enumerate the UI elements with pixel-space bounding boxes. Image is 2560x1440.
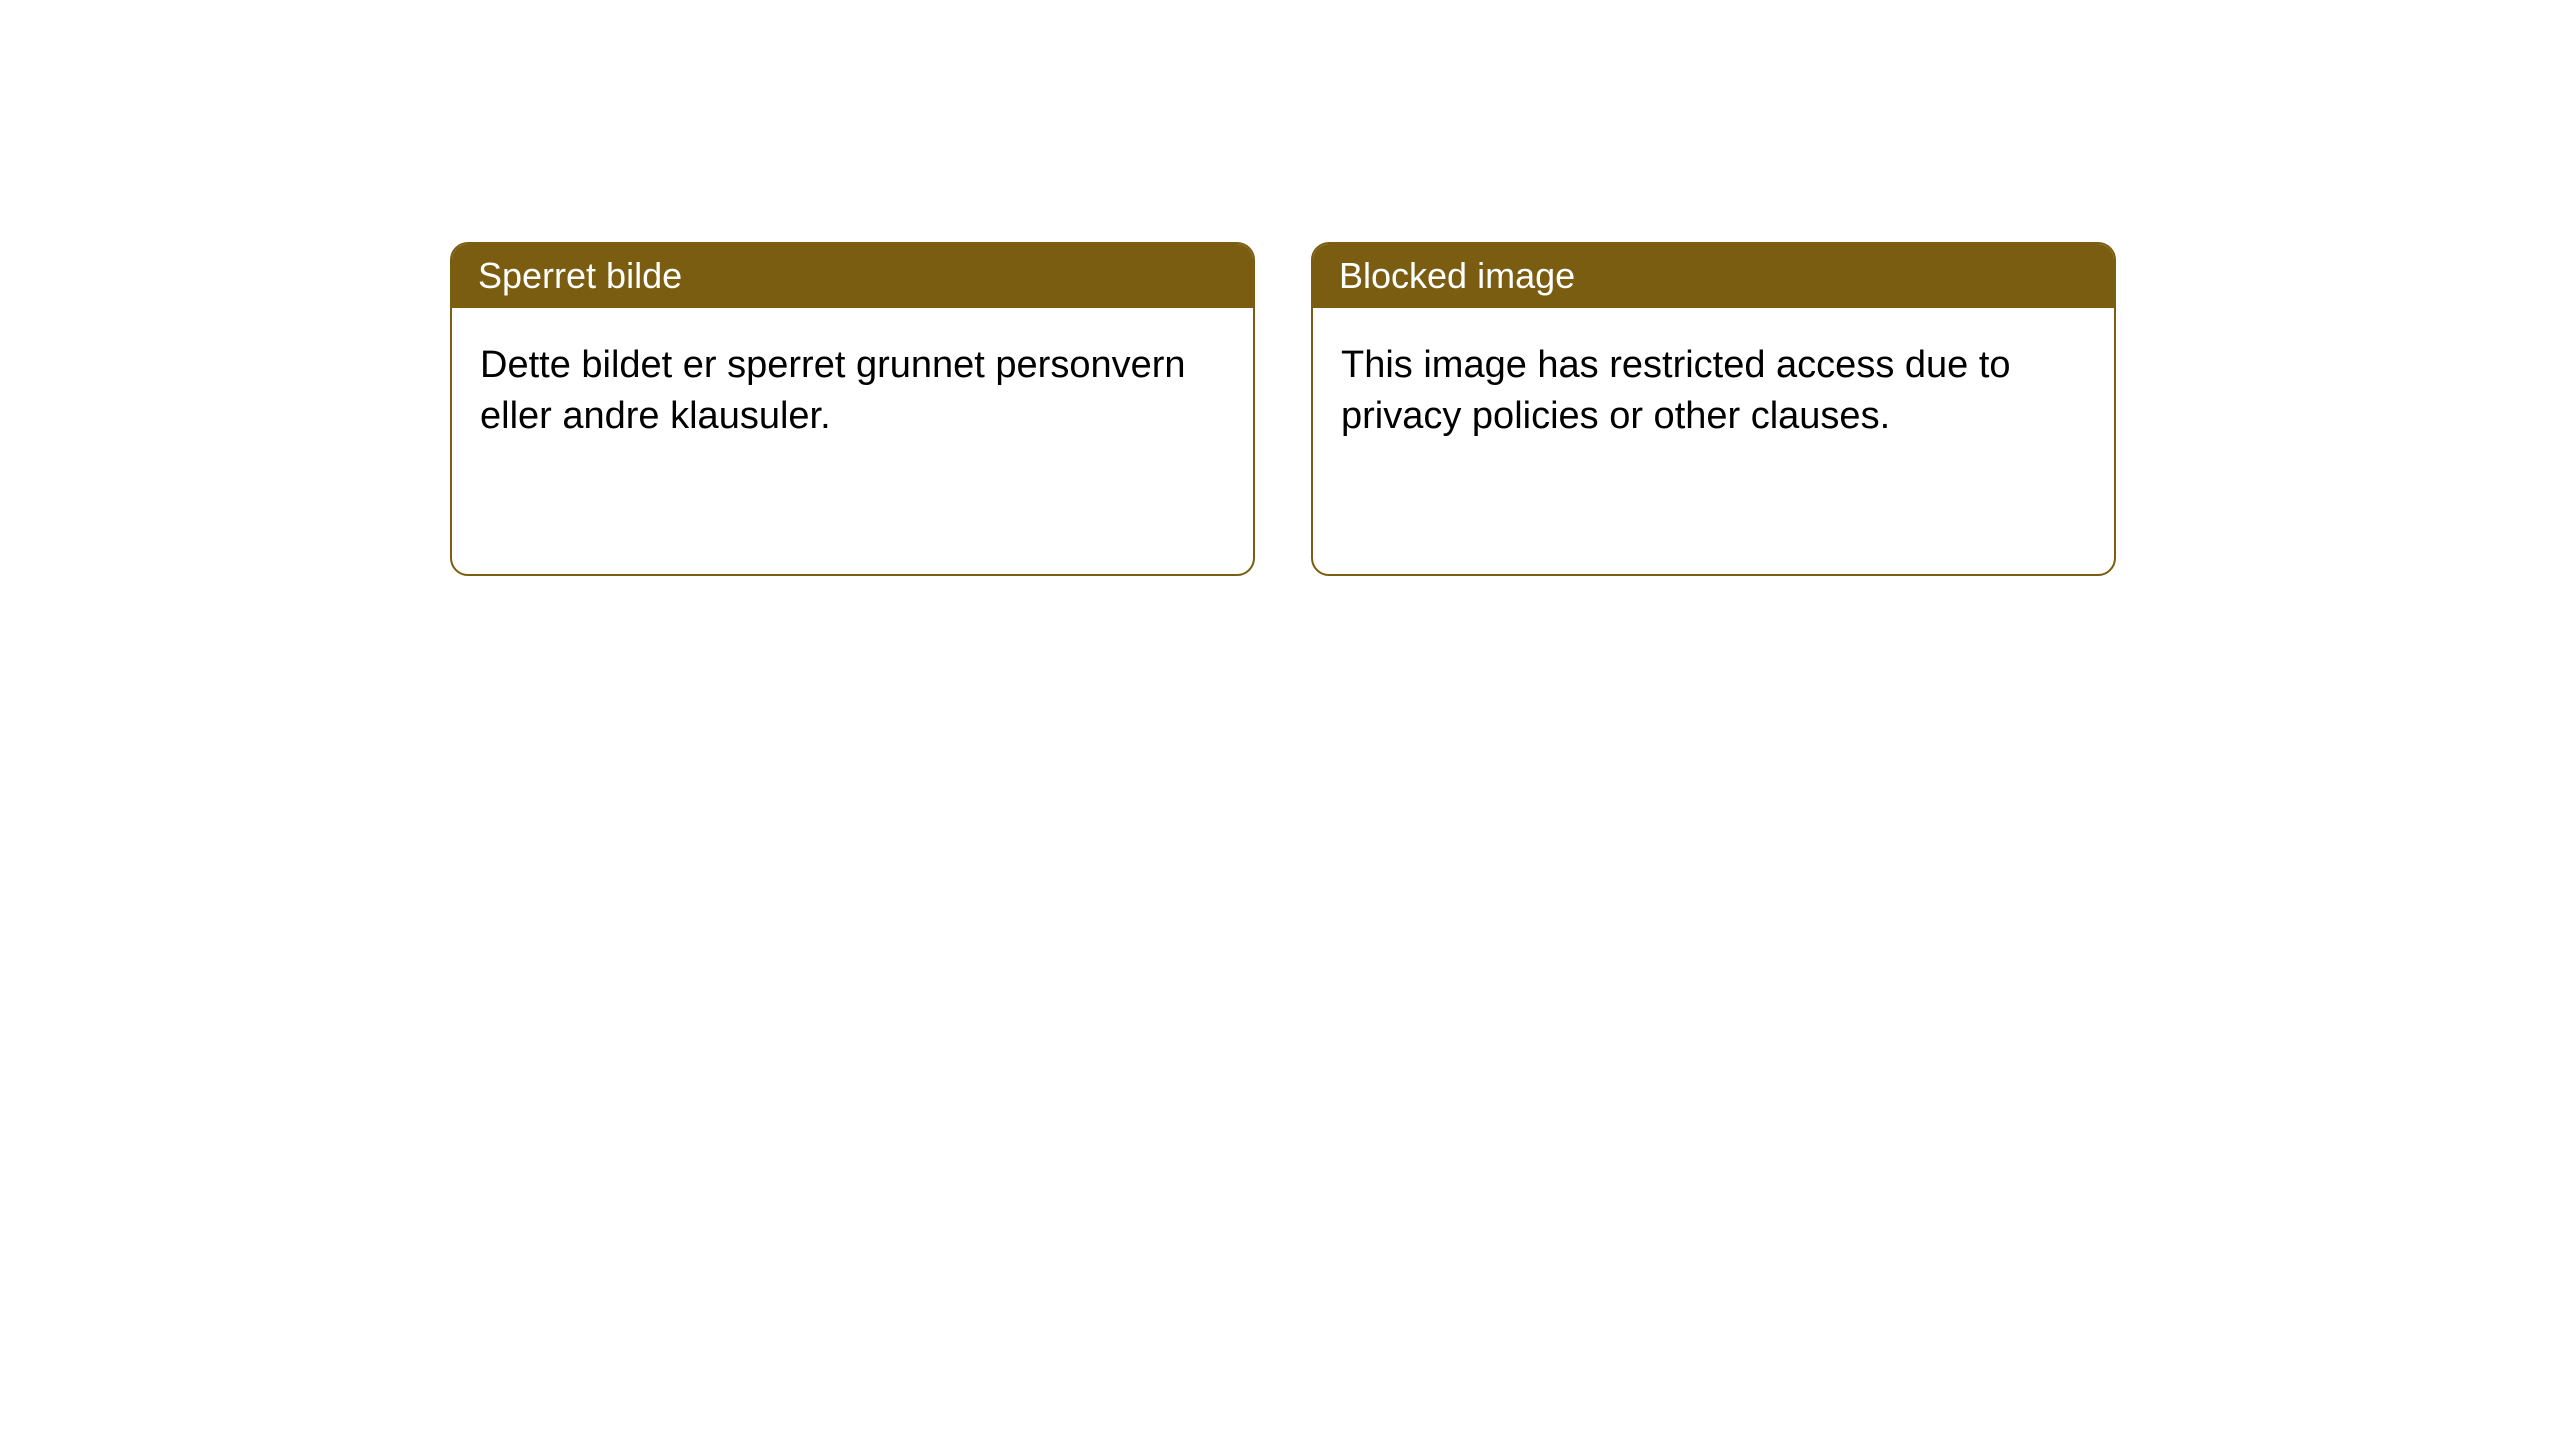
notice-card-title: Sperret bilde bbox=[478, 255, 682, 296]
notice-card-message: Dette bildet er sperret grunnet personve… bbox=[480, 344, 1186, 437]
notice-card-message: This image has restricted access due to … bbox=[1341, 344, 2011, 437]
notice-cards-container: Sperret bilde Dette bildet er sperret gr… bbox=[0, 0, 2560, 576]
notice-card-header: Sperret bilde bbox=[452, 244, 1253, 308]
notice-card-body: Dette bildet er sperret grunnet personve… bbox=[452, 308, 1253, 475]
notice-card-title: Blocked image bbox=[1339, 255, 1575, 296]
notice-card-english: Blocked image This image has restricted … bbox=[1311, 242, 2116, 576]
notice-card-body: This image has restricted access due to … bbox=[1313, 308, 2114, 475]
notice-card-header: Blocked image bbox=[1313, 244, 2114, 308]
notice-card-norwegian: Sperret bilde Dette bildet er sperret gr… bbox=[450, 242, 1255, 576]
